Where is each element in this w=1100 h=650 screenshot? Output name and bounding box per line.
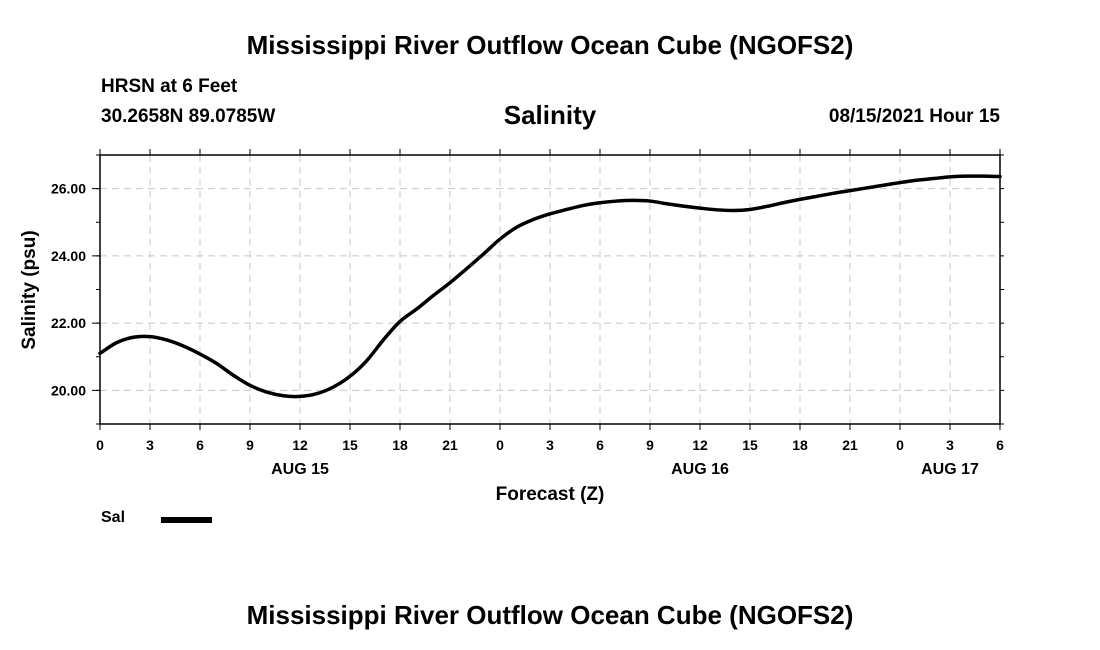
y-tick-label: 20.00 — [51, 382, 86, 398]
x-tick-label: 9 — [646, 437, 654, 453]
series-layer — [98, 174, 1002, 399]
footer-title: Mississippi River Outflow Ocean Cube (NG… — [246, 600, 854, 630]
x-tick-label: 0 — [896, 437, 904, 453]
series-line-sal — [98, 174, 1002, 399]
x-tick-label: 3 — [946, 437, 954, 453]
x-tick-label: 0 — [496, 437, 504, 453]
x-tick-label: 15 — [742, 437, 758, 453]
plot-frame — [99, 154, 1001, 425]
y-axis-title: Salinity (psu) — [19, 230, 40, 349]
main-title: Mississippi River Outflow Ocean Cube (NG… — [246, 30, 854, 60]
x-tick-label: 18 — [392, 437, 408, 453]
variable-title: Salinity — [503, 100, 597, 130]
x-tick-label: 3 — [146, 437, 154, 453]
x-tick-label: 0 — [96, 437, 104, 453]
x-axis-title: Forecast (Z) — [496, 484, 605, 505]
x-tick-label: 21 — [842, 437, 858, 453]
forecast-datetime: 08/15/2021 Hour 15 — [828, 106, 1000, 127]
y-tick-label: 24.00 — [51, 248, 86, 264]
date-label: AUG 17 — [921, 461, 979, 478]
x-tick-label: 9 — [246, 437, 254, 453]
y-tick-label: 26.00 — [51, 181, 86, 197]
x-tick-label: 12 — [292, 437, 308, 453]
x-tick-label: 6 — [196, 437, 204, 453]
x-tick-label: 3 — [546, 437, 554, 453]
date-label: AUG 16 — [671, 461, 729, 478]
date-label: AUG 15 — [271, 461, 329, 478]
x-tick-label: 6 — [596, 437, 604, 453]
coordinates-label: 30.2658N 89.0785W — [101, 106, 276, 127]
legend-label-sal: Sal — [101, 509, 126, 526]
y-tick-label: 22.00 — [51, 315, 86, 331]
grid-lines — [100, 155, 1000, 424]
x-tick-label: 15 — [342, 437, 358, 453]
axis-labels: 0 3 6 9 12 15 18 21 0 3 6 9 12 15 18 21 0 3 6 AUG 15 AUG 16 A… — [51, 181, 1004, 478]
x-tick-label: 21 — [442, 437, 458, 453]
x-tick-label: 12 — [692, 437, 708, 453]
x-tick-label: 6 — [996, 437, 1004, 453]
station-label: HRSN at 6 Feet — [101, 76, 238, 97]
x-tick-label: 18 — [792, 437, 808, 453]
axis-ticks — [92, 149, 1004, 430]
